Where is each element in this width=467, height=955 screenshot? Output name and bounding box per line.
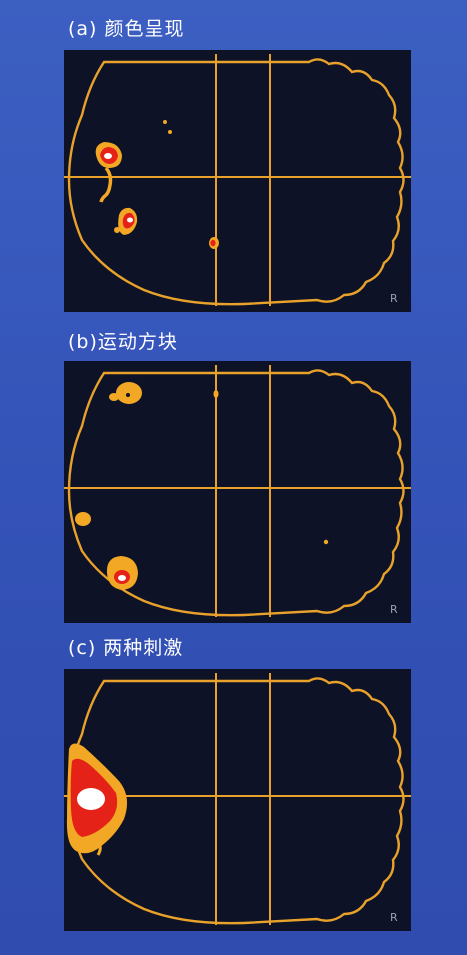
panel-b-corner-mark: R [390, 603, 398, 616]
brain-outline [67, 677, 405, 925]
brain-outline [67, 369, 405, 617]
panel-b-title: (b)运动方块 [68, 331, 178, 353]
panel-a-brain-map: R [64, 50, 411, 312]
panel-b-brain-svg: R [64, 365, 411, 617]
panel-c-corner-mark: R [390, 911, 398, 924]
panel-c-brain-map: R [64, 669, 411, 931]
panel-a-corner-mark: R [390, 292, 398, 305]
panel-c-title: (c) 两种刺激 [68, 637, 184, 659]
panel-a-title: (a) 颜色呈现 [68, 18, 185, 40]
activation-blobs [75, 382, 329, 590]
brain-outline [67, 58, 405, 306]
activation-blobs [95, 120, 219, 249]
panel-a-brain-svg: R [64, 54, 411, 306]
panel-b-brain-map: R [64, 361, 411, 623]
panel-c-brain-svg: R [64, 673, 411, 925]
activation-blobs [66, 743, 128, 856]
